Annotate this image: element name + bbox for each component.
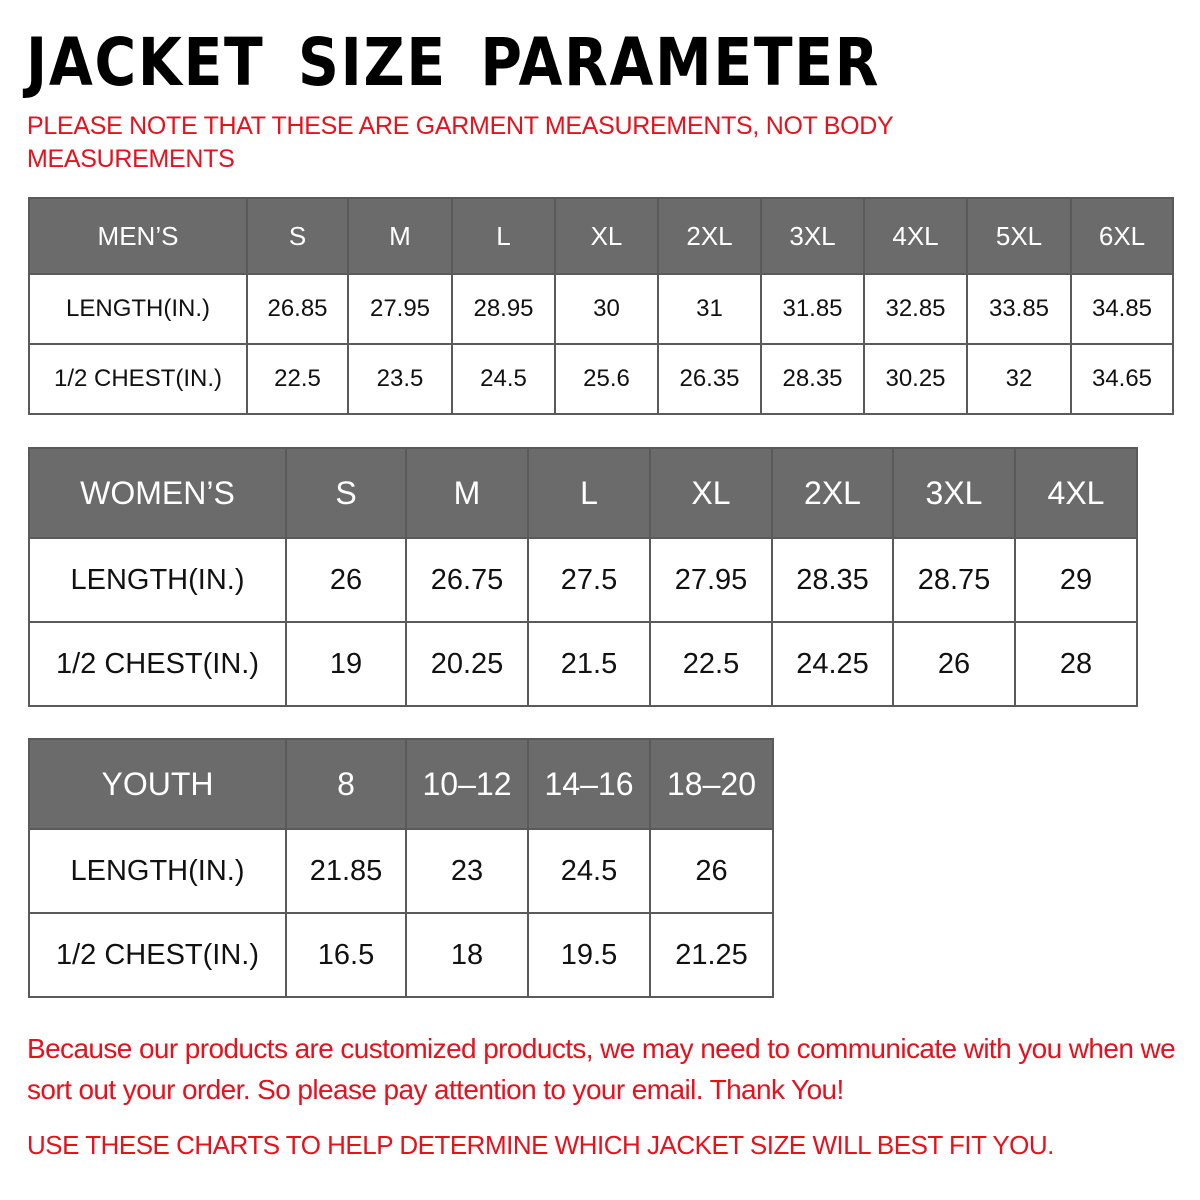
size-column-header: L bbox=[451, 197, 556, 275]
measurement-cell: 26 bbox=[285, 537, 407, 623]
measurement-cell: 28.35 bbox=[760, 343, 865, 415]
size-column-header: 5XL bbox=[966, 197, 1072, 275]
table-row: 1/2 CHEST(IN.) 16.5 18 19.5 21.25 bbox=[28, 912, 774, 998]
measurement-cell: 31.85 bbox=[760, 273, 865, 345]
size-column-header: 8 bbox=[285, 738, 407, 830]
row-label: LENGTH(IN.) bbox=[28, 537, 287, 623]
measurement-cell: 24.5 bbox=[527, 828, 651, 914]
measurement-cell: 21.5 bbox=[527, 621, 651, 707]
table-category-header: YOUTH bbox=[28, 738, 287, 830]
measurement-cell: 26 bbox=[649, 828, 774, 914]
womens-size-table: WOMEN’S S M L XL 2XL 3XL 4XL LENGTH(IN.) 26 26.75 2… bbox=[28, 447, 1138, 707]
measurement-cell: 27.95 bbox=[649, 537, 773, 623]
size-column-header: S bbox=[246, 197, 349, 275]
measurement-cell: 28 bbox=[1014, 621, 1138, 707]
measurement-cell: 26.75 bbox=[405, 537, 529, 623]
measurement-cell: 18 bbox=[405, 912, 529, 998]
size-column-header: M bbox=[405, 447, 529, 539]
measurement-cell: 22.5 bbox=[649, 621, 773, 707]
measurement-cell: 28.75 bbox=[892, 537, 1016, 623]
measurement-cell: 26 bbox=[892, 621, 1016, 707]
measurement-cell: 23 bbox=[405, 828, 529, 914]
size-column-header: 4XL bbox=[863, 197, 968, 275]
size-column-header: 6XL bbox=[1070, 197, 1174, 275]
table-category-header: WOMEN’S bbox=[28, 447, 287, 539]
measurement-cell: 27.5 bbox=[527, 537, 651, 623]
table-row: LENGTH(IN.) 26 26.75 27.5 27.95 28.35 28.75 29 bbox=[28, 537, 1138, 623]
measurement-cell: 25.6 bbox=[554, 343, 659, 415]
mens-size-table: MEN’S S M L XL 2XL 3XL 4XL 5XL 6XL LENGTH(IN.) 26.8… bbox=[28, 197, 1174, 415]
measurement-cell: 30 bbox=[554, 273, 659, 345]
measurement-cell: 30.25 bbox=[863, 343, 968, 415]
measurement-cell: 19 bbox=[285, 621, 407, 707]
size-column-header: 18–20 bbox=[649, 738, 774, 830]
table-row: 1/2 CHEST(IN.) 22.5 23.5 24.5 25.6 26.35 28.35… bbox=[28, 343, 1174, 415]
size-column-header: M bbox=[347, 197, 453, 275]
measurement-cell: 31 bbox=[657, 273, 762, 345]
measurement-cell: 28.95 bbox=[451, 273, 556, 345]
measurement-cell: 34.85 bbox=[1070, 273, 1174, 345]
footer-note: USE THESE CHARTS TO HELP DETERMINE WHICH… bbox=[27, 1130, 1054, 1160]
measurement-cell: 19.5 bbox=[527, 912, 651, 998]
size-column-header: 2XL bbox=[771, 447, 894, 539]
measurement-cell: 32 bbox=[966, 343, 1072, 415]
row-label: 1/2 CHEST(IN.) bbox=[28, 621, 287, 707]
measurement-cell: 20.25 bbox=[405, 621, 529, 707]
size-column-header: 3XL bbox=[760, 197, 865, 275]
table-row: LENGTH(IN.) 26.85 27.95 28.95 30 31 31.85 32.85… bbox=[28, 273, 1174, 345]
header-row: WOMEN’S S M L XL 2XL 3XL 4XL bbox=[28, 447, 1138, 539]
measurement-cell: 28.35 bbox=[771, 537, 894, 623]
row-label: LENGTH(IN.) bbox=[28, 828, 287, 914]
row-label: 1/2 CHEST(IN.) bbox=[28, 912, 287, 998]
measurement-cell: 27.95 bbox=[347, 273, 453, 345]
measurement-cell: 22.5 bbox=[246, 343, 349, 415]
header-row: YOUTH 8 10–12 14–16 18–20 bbox=[28, 738, 774, 830]
size-column-header: S bbox=[285, 447, 407, 539]
table-category-header: MEN’S bbox=[28, 197, 248, 275]
measurement-cell: 24.5 bbox=[451, 343, 556, 415]
size-column-header: 4XL bbox=[1014, 447, 1138, 539]
measurement-cell: 34.65 bbox=[1070, 343, 1174, 415]
measurement-cell: 16.5 bbox=[285, 912, 407, 998]
measurement-cell: 26.85 bbox=[246, 273, 349, 345]
size-column-header: L bbox=[527, 447, 651, 539]
table-row: LENGTH(IN.) 21.85 23 24.5 26 bbox=[28, 828, 774, 914]
measurement-cell: 23.5 bbox=[347, 343, 453, 415]
measurement-cell: 29 bbox=[1014, 537, 1138, 623]
row-label: 1/2 CHEST(IN.) bbox=[28, 343, 248, 415]
size-column-header: 3XL bbox=[892, 447, 1016, 539]
size-column-header: 2XL bbox=[657, 197, 762, 275]
measurement-cell: 24.25 bbox=[771, 621, 894, 707]
size-column-header: 10–12 bbox=[405, 738, 529, 830]
customization-message: Because our products are customized prod… bbox=[27, 1033, 1176, 1105]
youth-size-table: YOUTH 8 10–12 14–16 18–20 LENGTH(IN.) 21.85 23 2… bbox=[28, 738, 774, 998]
table-row: 1/2 CHEST(IN.) 19 20.25 21.5 22.5 24.25 26 28 bbox=[28, 621, 1138, 707]
size-column-header: 14–16 bbox=[527, 738, 651, 830]
measurement-note: PLEASE NOTE THAT THESE ARE GARMENT MEASU… bbox=[27, 112, 893, 173]
header-row: MEN’S S M L XL 2XL 3XL 4XL 5XL 6XL bbox=[28, 197, 1174, 275]
page-title: JACKET SIZE PARAMETER bbox=[26, 24, 881, 101]
measurement-cell: 32.85 bbox=[863, 273, 968, 345]
measurement-cell: 26.35 bbox=[657, 343, 762, 415]
size-column-header: XL bbox=[649, 447, 773, 539]
size-column-header: XL bbox=[554, 197, 659, 275]
measurement-cell: 21.85 bbox=[285, 828, 407, 914]
measurement-cell: 21.25 bbox=[649, 912, 774, 998]
row-label: LENGTH(IN.) bbox=[28, 273, 248, 345]
measurement-cell: 33.85 bbox=[966, 273, 1072, 345]
